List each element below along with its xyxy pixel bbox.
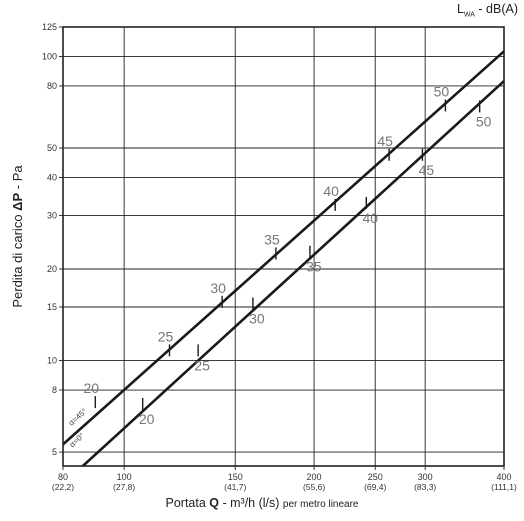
db-value-label: 45	[419, 162, 435, 178]
db-value-label: 50	[434, 83, 450, 99]
x-tick-sublabel: (41,7)	[224, 482, 246, 492]
db-value-label: 20	[139, 411, 155, 427]
x-tick-sublabel: (69,4)	[364, 482, 386, 492]
x-tick-label: 150	[228, 472, 243, 482]
y-tick-label: 8	[52, 385, 57, 395]
db-value-label: 45	[377, 133, 393, 149]
y-tick-label: 100	[42, 51, 57, 61]
series-line	[81, 80, 505, 467]
y-tick-label: 10	[47, 356, 57, 366]
x-tick-sublabel: (111,1)	[491, 482, 517, 492]
x-tick-label: 200	[307, 472, 322, 482]
y-axis-title: Perdita di carico ΔP - Pa	[10, 165, 25, 308]
x-axis-title-bold: Q	[209, 496, 220, 510]
sound-power-unit: - dB(A)	[474, 2, 518, 16]
db-value-label: 30	[210, 280, 226, 296]
x-axis-title-prefix: Portata	[165, 496, 210, 510]
x-axis-title-middle: - m³/h (l/s)	[219, 496, 283, 510]
sound-power-symbol: L	[456, 2, 464, 16]
y-tick-label: 40	[47, 172, 57, 182]
db-value-label: 50	[476, 113, 492, 129]
x-tick-sublabel: (83,3)	[414, 482, 436, 492]
db-marks: 20 25 30 35 40 45 50 20 25 30 35 40 45 50	[83, 83, 491, 426]
plot-frame	[62, 26, 505, 467]
y-tick-label: 20	[47, 264, 57, 274]
x-tick-label: 80	[58, 472, 68, 482]
y-axis-title-bold: ΔP	[10, 192, 25, 210]
x-axis-title: Portata Q - m³/h (l/s) per metro lineare	[0, 496, 524, 510]
x-tick-sublabel: (22,2)	[52, 482, 74, 492]
x-tick-label: 400	[496, 472, 511, 482]
db-value-label: 35	[306, 259, 322, 275]
x-tick-label: 100	[117, 472, 132, 482]
y-tick-label: 80	[47, 81, 57, 91]
db-value-label: 35	[264, 231, 280, 247]
sound-power-subscript: WA	[463, 11, 475, 19]
axis-ticks: 80(22,2)100(27,8)150(41,7)200(55,6)250(6…	[42, 22, 517, 492]
x-tick-sublabel: (27,8)	[113, 482, 135, 492]
y-tick-label: 50	[47, 143, 57, 153]
db-value-label: 40	[363, 210, 379, 226]
y-axis-title-prefix: Perdita di carico	[10, 211, 25, 308]
y-axis-title-suffix: - Pa	[10, 165, 25, 193]
y-tick-label: 125	[42, 22, 57, 32]
x-axis-title-suffix: per metro lineare	[282, 499, 359, 510]
db-value-label: 30	[249, 311, 265, 327]
x-tick-sublabel: (55,6)	[303, 482, 325, 492]
sound-power-label: LWA - dB(A)	[457, 2, 518, 19]
series-name-label: α=0°	[68, 431, 87, 449]
x-tick-label: 300	[418, 472, 433, 482]
series-lines: α=45°α=0°	[62, 50, 505, 467]
db-value-label: 40	[323, 183, 339, 199]
db-value-label: 20	[83, 380, 99, 396]
y-tick-label: 5	[52, 447, 57, 457]
series-line	[62, 50, 505, 446]
y-tick-label: 15	[47, 302, 57, 312]
x-tick-label: 250	[368, 472, 383, 482]
db-value-label: 25	[194, 357, 210, 373]
db-value-label: 25	[158, 328, 174, 344]
y-tick-label: 30	[47, 210, 57, 220]
